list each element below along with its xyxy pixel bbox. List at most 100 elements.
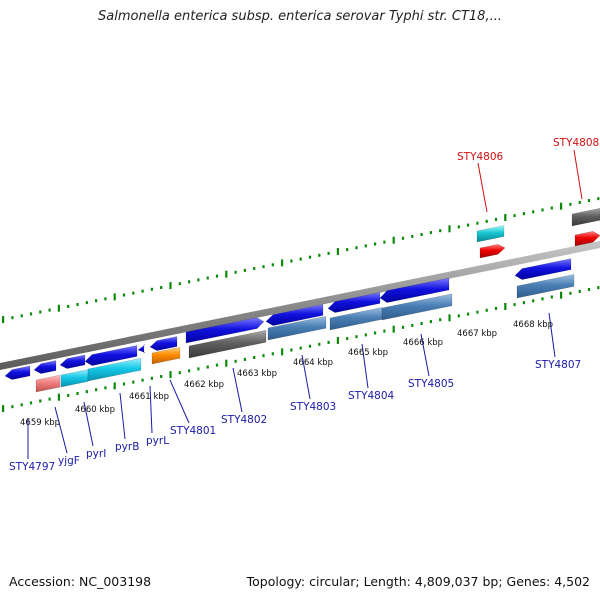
gene-sty4801[interactable] bbox=[149, 336, 178, 351]
ruler-tick bbox=[113, 382, 116, 390]
ruler-tick bbox=[262, 354, 265, 358]
ruler-tick bbox=[225, 270, 228, 278]
kbp-label: 4663 kbp bbox=[237, 369, 277, 379]
gene-sty4797[interactable] bbox=[4, 365, 31, 380]
ruler-tick bbox=[29, 401, 33, 405]
leader-line bbox=[149, 385, 153, 434]
gene-label-sty4803[interactable]: STY4803 bbox=[290, 401, 336, 413]
gene-label-pyrb[interactable]: pyrB bbox=[115, 441, 139, 453]
ruler-tick bbox=[122, 293, 126, 297]
gene-label-sty4807[interactable]: STY4807 bbox=[535, 359, 581, 371]
ruler-tick bbox=[597, 197, 600, 201]
ruler-tick bbox=[11, 316, 14, 320]
gene-label-sty4804[interactable]: STY4804 bbox=[348, 390, 395, 402]
ruler-tick bbox=[20, 403, 23, 407]
ruler-tick bbox=[113, 293, 116, 301]
gene-sty4807[interactable] bbox=[514, 258, 572, 280]
ruler-tick bbox=[392, 236, 395, 244]
ruler-tick bbox=[290, 259, 293, 263]
ruler-tick bbox=[67, 393, 70, 397]
feature-sty4808[interactable] bbox=[571, 208, 600, 227]
leader-line bbox=[301, 354, 311, 400]
ruler-tick bbox=[429, 320, 432, 324]
ruler-tick bbox=[448, 314, 451, 322]
leader-line bbox=[573, 149, 583, 200]
feature-sty4806[interactable] bbox=[476, 225, 505, 243]
ruler-tick bbox=[95, 299, 98, 303]
gene-sty4804[interactable] bbox=[327, 292, 381, 313]
ruler-tick bbox=[411, 323, 414, 327]
feature-sty4805[interactable] bbox=[381, 293, 453, 321]
ruler-tick bbox=[560, 291, 563, 299]
gene-label-pyri[interactable]: pyrI bbox=[86, 448, 106, 460]
feature-sty4797[interactable] bbox=[35, 374, 61, 393]
feature-sty4802[interactable] bbox=[188, 329, 267, 359]
gene-sty4803[interactable] bbox=[265, 304, 324, 326]
feature-sty4807[interactable] bbox=[516, 274, 575, 299]
ruler-tick bbox=[39, 399, 42, 403]
gene-label-sty4808[interactable]: STY4808 bbox=[553, 137, 599, 149]
gene-yjgf[interactable] bbox=[33, 360, 57, 374]
feature-sty4803[interactable] bbox=[267, 315, 327, 341]
feature-pyri[interactable] bbox=[60, 369, 89, 388]
ruler-tick bbox=[141, 289, 144, 293]
ruler-tick bbox=[364, 244, 367, 248]
ruler-tick bbox=[57, 304, 60, 312]
gene-pyrb[interactable] bbox=[84, 345, 138, 366]
genome-title: Salmonella enterica subsp. enterica sero… bbox=[98, 9, 502, 24]
kbp-label: 4668 kbp bbox=[513, 320, 553, 330]
gene-sty4805[interactable] bbox=[379, 277, 450, 303]
gene-sty4802[interactable] bbox=[185, 317, 265, 344]
ruler-tick bbox=[253, 267, 256, 270]
gene-label-sty4805[interactable]: STY4805 bbox=[408, 378, 454, 390]
feature-sty4801[interactable] bbox=[151, 346, 181, 365]
ruler-tick bbox=[327, 251, 330, 255]
chromosome-backbone bbox=[0, 241, 600, 370]
ruler-tick bbox=[104, 386, 107, 390]
gene-sty4806[interactable] bbox=[479, 244, 506, 259]
ruler-tick bbox=[532, 210, 535, 214]
ruler-tick bbox=[374, 242, 377, 246]
ruler-tick bbox=[346, 337, 349, 341]
ruler-tick bbox=[132, 380, 135, 384]
ruler-tick bbox=[522, 301, 525, 305]
kbp-label: 4667 kbp bbox=[457, 329, 497, 339]
ruler-tick bbox=[290, 348, 293, 352]
gene-pyri[interactable] bbox=[59, 354, 86, 369]
leader-line bbox=[169, 379, 190, 424]
ruler-tick bbox=[2, 316, 5, 324]
ruler-tick bbox=[85, 301, 88, 305]
ruler-tick bbox=[169, 282, 172, 290]
ruler-tick bbox=[439, 229, 442, 233]
gene-label-sty4801[interactable]: STY4801 bbox=[170, 425, 216, 437]
ruler-tick bbox=[522, 212, 525, 216]
ruler-tick bbox=[448, 225, 451, 233]
ruler-tick bbox=[48, 397, 51, 401]
ruler-tick bbox=[67, 304, 70, 308]
kbp-label: 4659 kbp bbox=[20, 418, 60, 428]
ruler-tick bbox=[262, 265, 265, 269]
gene-label-sty4802[interactable]: STY4802 bbox=[221, 414, 267, 426]
gene-pyrl[interactable] bbox=[137, 344, 146, 354]
ruler-tick bbox=[578, 289, 581, 293]
ruler-tick bbox=[457, 314, 460, 318]
ruler-tick bbox=[541, 297, 544, 301]
ruler-tick bbox=[578, 200, 581, 204]
gene-label-yjgf[interactable]: yjgF bbox=[58, 455, 80, 467]
ruler-tick bbox=[355, 335, 358, 339]
ruler-tick bbox=[11, 405, 14, 409]
ruler-tick bbox=[169, 371, 172, 379]
ruler-tick bbox=[206, 276, 209, 280]
gene-label-pyrl[interactable]: pyrL bbox=[146, 435, 169, 447]
gene-label-sty4797[interactable]: STY4797 bbox=[9, 461, 55, 473]
ruler-tick bbox=[485, 308, 488, 312]
gene-label-sty4806[interactable]: STY4806 bbox=[457, 151, 504, 163]
gene-sty4808[interactable] bbox=[574, 231, 600, 247]
feature-pyrb[interactable] bbox=[87, 357, 142, 382]
ruler-tick bbox=[364, 333, 367, 337]
ruler-tick bbox=[2, 405, 5, 413]
leader-line bbox=[83, 401, 94, 447]
